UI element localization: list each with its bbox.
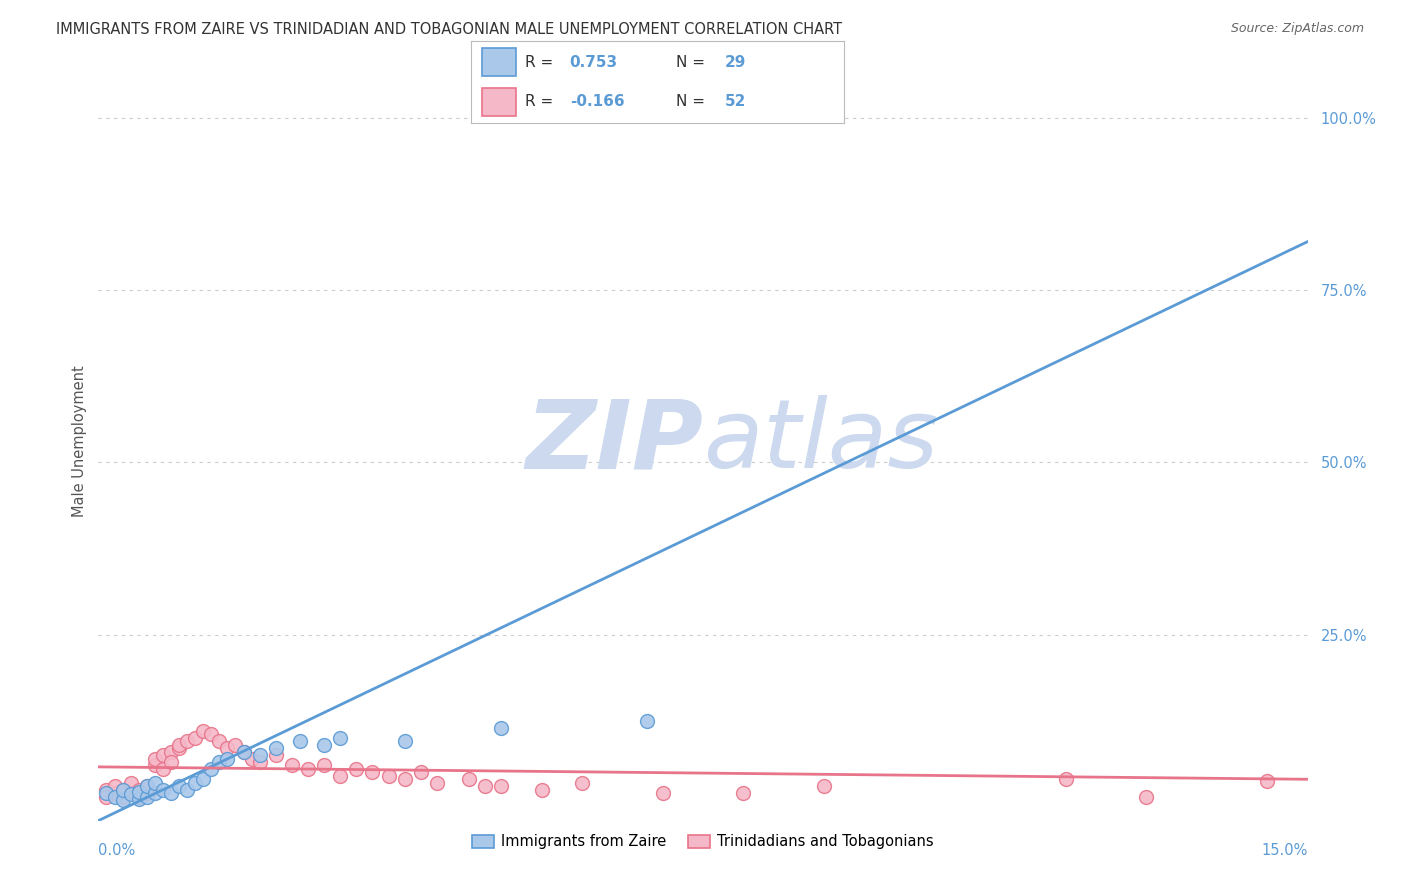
Point xyxy=(264,748,287,763)
Point xyxy=(208,734,231,748)
Point xyxy=(152,762,174,776)
Point xyxy=(297,762,319,776)
Point xyxy=(281,758,304,772)
Point xyxy=(111,782,134,797)
Point xyxy=(329,731,352,745)
Point xyxy=(344,762,367,776)
Point xyxy=(217,741,239,756)
Point xyxy=(135,786,157,800)
Point xyxy=(193,724,215,739)
Point xyxy=(96,789,118,804)
Point xyxy=(135,779,157,793)
Text: N =: N = xyxy=(676,55,710,70)
Point xyxy=(167,738,190,752)
Point xyxy=(474,779,496,793)
Point xyxy=(1054,772,1077,787)
Point xyxy=(128,782,150,797)
Point xyxy=(96,782,118,797)
Point xyxy=(143,786,166,800)
Point xyxy=(377,769,399,783)
Point xyxy=(426,776,449,790)
Point xyxy=(224,738,246,752)
Point xyxy=(103,779,125,793)
Point xyxy=(128,791,150,805)
Point xyxy=(409,765,432,780)
Point xyxy=(240,751,263,765)
Point xyxy=(128,789,150,804)
Point xyxy=(314,738,336,752)
Point xyxy=(128,785,150,799)
Point xyxy=(111,793,134,807)
Point xyxy=(329,769,352,783)
Text: -0.166: -0.166 xyxy=(569,95,624,109)
Bar xyxy=(482,87,516,116)
Point xyxy=(176,734,198,748)
Text: R =: R = xyxy=(524,95,558,109)
Text: 52: 52 xyxy=(724,95,745,109)
Point xyxy=(111,789,134,804)
Point xyxy=(120,786,142,800)
Point xyxy=(120,776,142,790)
Point xyxy=(200,762,222,776)
Point xyxy=(232,745,254,759)
Point xyxy=(288,734,311,748)
Point xyxy=(264,741,287,756)
Text: ZIP: ZIP xyxy=(524,395,703,488)
Point xyxy=(143,758,166,772)
Point xyxy=(96,786,118,800)
Text: 29: 29 xyxy=(724,55,745,70)
Legend: Immigrants from Zaire, Trinidadians and Tobagonians: Immigrants from Zaire, Trinidadians and … xyxy=(467,829,939,855)
Text: 0.753: 0.753 xyxy=(569,55,617,70)
Point xyxy=(217,751,239,765)
Point xyxy=(143,776,166,790)
Point xyxy=(571,776,593,790)
Point xyxy=(249,748,271,763)
Point xyxy=(636,714,658,728)
Point xyxy=(120,788,142,802)
Point xyxy=(184,731,207,745)
Text: atlas: atlas xyxy=(703,395,938,488)
Point xyxy=(103,789,125,804)
Text: 0.0%: 0.0% xyxy=(98,844,135,858)
Point xyxy=(152,748,174,763)
Point xyxy=(160,745,183,759)
Point xyxy=(394,772,416,787)
Text: 15.0%: 15.0% xyxy=(1261,844,1308,858)
Point xyxy=(167,779,190,793)
Point xyxy=(458,772,481,787)
Point xyxy=(111,782,134,797)
Point xyxy=(1135,789,1157,804)
Text: R =: R = xyxy=(524,55,558,70)
Point xyxy=(160,786,183,800)
Point xyxy=(394,734,416,748)
Text: Source: ZipAtlas.com: Source: ZipAtlas.com xyxy=(1230,22,1364,36)
Point xyxy=(135,779,157,793)
Point xyxy=(103,786,125,800)
Point xyxy=(167,741,190,756)
Point xyxy=(314,758,336,772)
Point xyxy=(193,772,215,787)
Point xyxy=(200,727,222,741)
Point xyxy=(143,751,166,765)
Point xyxy=(152,782,174,797)
Point xyxy=(651,786,673,800)
Point xyxy=(249,755,271,769)
Point xyxy=(135,789,157,804)
Point xyxy=(530,782,553,797)
Point xyxy=(491,779,513,793)
Point xyxy=(733,786,755,800)
Point xyxy=(208,755,231,769)
Point xyxy=(232,745,254,759)
Point xyxy=(160,755,183,769)
Bar xyxy=(482,48,516,77)
Text: N =: N = xyxy=(676,95,710,109)
Point xyxy=(491,721,513,735)
Point xyxy=(176,782,198,797)
Point xyxy=(813,779,835,793)
Y-axis label: Male Unemployment: Male Unemployment xyxy=(72,366,87,517)
Text: IMMIGRANTS FROM ZAIRE VS TRINIDADIAN AND TOBAGONIAN MALE UNEMPLOYMENT CORRELATIO: IMMIGRANTS FROM ZAIRE VS TRINIDADIAN AND… xyxy=(56,22,842,37)
Point xyxy=(1256,773,1278,788)
Point xyxy=(361,765,384,780)
Point xyxy=(184,776,207,790)
